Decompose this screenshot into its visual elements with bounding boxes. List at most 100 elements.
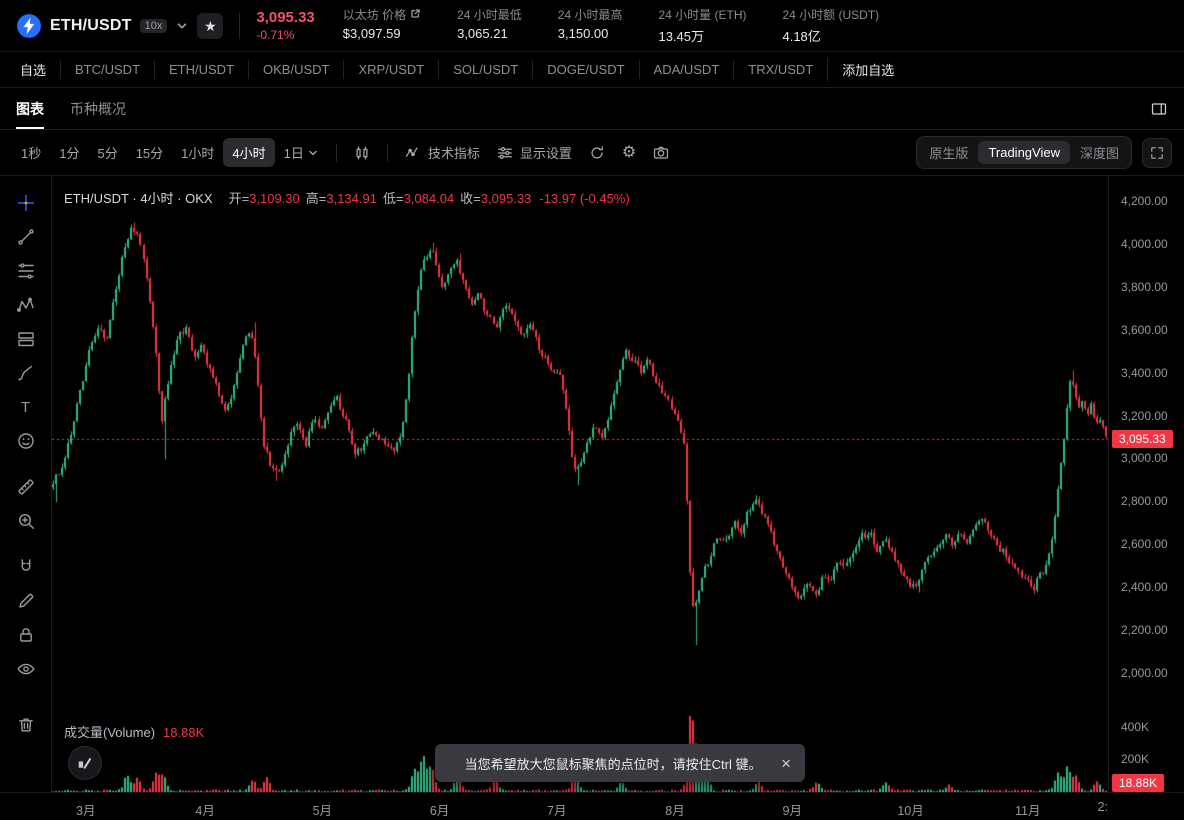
- emoji-tool[interactable]: [8, 424, 44, 458]
- pattern-tool[interactable]: [8, 288, 44, 322]
- trend-line-tool[interactable]: [8, 220, 44, 254]
- tab-pair-xrpusdt[interactable]: XRP/USDT: [343, 60, 438, 79]
- market-stats: 以太坊 价格 $3,097.59 24 小时最低 3,065.21 24 小时最…: [343, 6, 879, 45]
- indicators-button[interactable]: 技术指标: [396, 138, 488, 167]
- interval-1m[interactable]: 1分: [59, 146, 80, 161]
- stat-24h-low: 24 小时最低 3,065.21: [457, 6, 522, 45]
- text-tool[interactable]: T: [8, 390, 44, 424]
- indicators-label: 技术指标: [427, 146, 480, 161]
- legend-high-label: 高=: [305, 191, 327, 206]
- chevron-down-icon[interactable]: [175, 19, 189, 33]
- drawing-toolbar: T: [0, 176, 52, 792]
- candlestick-icon: [356, 146, 368, 159]
- stat-label: 24 小时最低: [457, 8, 522, 22]
- tab-pair-okbusdt[interactable]: OKB/USDT: [248, 60, 343, 79]
- position-tool[interactable]: [8, 322, 44, 356]
- stat-index-price: 以太坊 价格 $3,097.59: [343, 6, 421, 45]
- mode-native[interactable]: 原生版: [929, 146, 969, 161]
- settings-gear-button[interactable]: ⚙: [614, 140, 644, 166]
- crosshair-tool[interactable]: [8, 186, 44, 220]
- tab-watchlist[interactable]: 自选: [20, 63, 47, 78]
- tab-pair-adausdt[interactable]: ADA/USDT: [638, 60, 734, 79]
- pairs-bar: 自选 BTC/USDT ETH/USDT OKB/USDT XRP/USDT S…: [0, 52, 1184, 88]
- divider: [239, 12, 241, 39]
- stat-label: 24 小时最高: [557, 8, 623, 22]
- interval-5m[interactable]: 5分: [97, 146, 118, 161]
- refresh-button[interactable]: [580, 139, 614, 167]
- favorite-button[interactable]: ★: [197, 12, 224, 39]
- chart-mode-group: 原生版 TradingView 深度图: [916, 136, 1132, 169]
- toast-close-icon[interactable]: ×: [781, 753, 791, 773]
- interval-1h[interactable]: 1小时: [181, 146, 215, 161]
- time-label: 8月: [665, 804, 685, 818]
- price-axis[interactable]: 3,095.33 18.88K 4,200.00 4,000.00 3,800.00…: [1108, 176, 1184, 792]
- toast-notification: 当您希望放大您鼠标聚焦的点位时，请按住Ctrl 键。 ×: [435, 744, 805, 782]
- time-label: 10月: [897, 804, 924, 818]
- tab-pair-btcusdt[interactable]: BTC/USDT: [60, 60, 154, 79]
- topbar: ETH/USDT 10x ★ 3,095.33 -0.71% 以太坊 价格 $3…: [0, 0, 1184, 52]
- volume-tick: 400K: [1121, 720, 1150, 734]
- sliders-icon: [497, 146, 512, 159]
- stat-value: 3,150.00: [557, 26, 609, 41]
- drawing-mode-tool[interactable]: [8, 584, 44, 618]
- tab-pair-dogeusdt[interactable]: DOGE/USDT: [532, 60, 638, 79]
- screenshot-button[interactable]: [644, 139, 678, 167]
- tab-pair-solusdt[interactable]: SOL/USDT: [438, 60, 532, 79]
- zoom-tool[interactable]: [8, 504, 44, 538]
- add-favorite-button[interactable]: 添加自选: [827, 58, 908, 81]
- time-label: 7月: [547, 804, 567, 818]
- interval-1d[interactable]: 1日: [275, 138, 328, 167]
- chart-main: T ETH/USDT · 4小时 · OKX 开=3,109.30 高=3,134.…: [0, 176, 1184, 792]
- hide-all-tool[interactable]: [8, 652, 44, 686]
- legend-low-value: 3,084.04: [403, 191, 455, 206]
- brush-tool[interactable]: [8, 356, 44, 390]
- fib-retracement-tool[interactable]: [8, 254, 44, 288]
- interval-1s[interactable]: 1秒: [21, 146, 42, 161]
- volume-legend: 成交量(Volume) 18.88K: [64, 722, 204, 741]
- measure-ruler-tool[interactable]: [8, 470, 44, 504]
- price-tick: 2,200.00: [1121, 623, 1168, 638]
- stat-24h-turnover: 24 小时额 (USDT) 4.18亿: [782, 6, 879, 45]
- mode-depth[interactable]: 深度图: [1079, 146, 1119, 161]
- time-label: 5月: [312, 804, 333, 818]
- gear-icon: ⚙: [621, 143, 637, 161]
- stat-24h-high: 24 小时最高 3,150.00: [558, 6, 623, 45]
- tab-pair-trxusdt[interactable]: TRX/USDT: [733, 60, 827, 79]
- divider: [335, 143, 337, 162]
- panel-layout-icon[interactable]: [1150, 88, 1168, 129]
- token-icon: [16, 13, 42, 39]
- display-settings-button[interactable]: 显示设置: [488, 138, 580, 167]
- remove-all-tool[interactable]: [8, 708, 44, 742]
- current-price-label: 3,095.33: [1112, 430, 1173, 448]
- time-label: 11月: [1014, 804, 1041, 818]
- lock-all-tool[interactable]: [8, 618, 44, 652]
- symbol-block[interactable]: ETH/USDT 10x ★: [16, 12, 224, 39]
- tab-pair-ethusdt[interactable]: ETH/USDT: [154, 60, 248, 79]
- chart-mode-controls: 原生版 TradingView 深度图: [916, 136, 1172, 169]
- candle-type-button[interactable]: [345, 139, 379, 167]
- fullscreen-button[interactable]: [1142, 137, 1172, 168]
- magnet-tool[interactable]: [8, 550, 44, 584]
- interval-4h[interactable]: 4小时: [223, 138, 275, 167]
- volume-tick: 200K: [1121, 752, 1150, 766]
- legend-low-label: 低=: [382, 191, 404, 206]
- tab-chart[interactable]: 图表: [16, 88, 44, 129]
- interval-15m[interactable]: 15分: [135, 146, 164, 161]
- chart-plot[interactable]: ETH/USDT · 4小时 · OKX 开=3,109.30 高=3,134.91…: [52, 176, 1108, 792]
- star-icon: ★: [204, 17, 217, 34]
- price-tick: 3,200.00: [1121, 408, 1168, 423]
- time-axis[interactable]: 3月 4月 5月 6月 7月 8月 9月 10月 11月 2:: [0, 792, 1184, 820]
- price-tick: 3,800.00: [1121, 279, 1168, 294]
- price-tick: 2,800.00: [1121, 494, 1168, 509]
- mode-tradingview[interactable]: TradingView: [978, 141, 1070, 164]
- stat-label: 24 小时额 (USDT): [782, 8, 880, 22]
- candlestick-canvas[interactable]: [52, 176, 1108, 792]
- tab-coin-overview[interactable]: 币种概况: [70, 100, 126, 117]
- price-tick: 2,400.00: [1121, 580, 1168, 595]
- divider: [386, 143, 388, 162]
- legend-close-value: 3,095.33: [480, 191, 532, 206]
- tradingview-watermark[interactable]: [68, 746, 102, 780]
- display-settings-label: 显示设置: [519, 146, 572, 161]
- external-link-icon[interactable]: [410, 8, 421, 22]
- legend-title: ETH/USDT · 4小时 · OKX: [64, 191, 213, 206]
